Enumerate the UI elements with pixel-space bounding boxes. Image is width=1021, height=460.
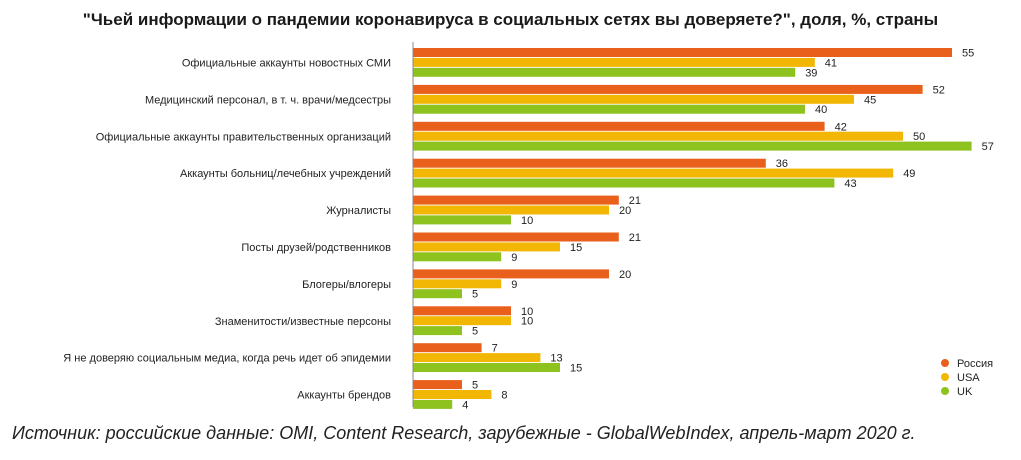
bar-usa — [413, 94, 854, 104]
category-label: Официальные аккаунты новостных СМИ — [182, 58, 391, 70]
legend-marker — [941, 387, 949, 395]
category-label: Блогеры/влогеры — [302, 279, 391, 291]
legend-marker — [941, 359, 949, 367]
bar-usa — [413, 168, 894, 178]
legend-label: UK — [957, 386, 973, 398]
bar-russia — [413, 380, 462, 390]
bar-usa — [413, 205, 609, 215]
bar-usa — [413, 279, 502, 289]
bar-russia — [413, 269, 609, 279]
legend-label: Россия — [957, 358, 993, 370]
category-label: Официальные аккаунты правительственных о… — [96, 131, 391, 143]
data-label: 7 — [492, 343, 498, 355]
data-label: 49 — [903, 168, 915, 180]
data-label: 5 — [472, 380, 478, 392]
data-label: 39 — [805, 67, 817, 79]
bars — [413, 48, 972, 409]
data-label: 10 — [521, 306, 533, 318]
data-label: 45 — [864, 94, 876, 106]
data-label: 52 — [933, 84, 945, 96]
bar-russia — [413, 306, 511, 316]
data-label: 40 — [815, 104, 827, 116]
bar-uk — [413, 67, 796, 77]
data-label: 21 — [629, 232, 641, 244]
data-label: 10 — [521, 316, 533, 328]
data-label: 8 — [501, 390, 507, 402]
data-label: 20 — [619, 205, 631, 217]
bar-usa — [413, 131, 903, 141]
bar-uk — [413, 399, 453, 409]
data-label: 13 — [550, 353, 562, 365]
bar-russia — [413, 232, 619, 242]
data-label: 10 — [521, 215, 533, 227]
data-label: 57 — [982, 141, 994, 153]
data-label: 20 — [619, 269, 631, 281]
bar-uk — [413, 363, 560, 372]
bar-usa — [413, 390, 492, 399]
data-label: 15 — [570, 363, 582, 375]
data-label: 43 — [844, 178, 856, 190]
category-label: Я не доверяю социальным медиа, когда реч… — [63, 353, 391, 365]
bar-russia — [413, 121, 825, 131]
category-label: Посты друзей/родственников — [241, 242, 391, 254]
bar-usa — [413, 353, 541, 363]
bar-russia — [413, 48, 952, 57]
bar-uk — [413, 252, 502, 262]
bar-russia — [413, 84, 923, 94]
bar-usa — [413, 316, 511, 326]
bar-uk — [413, 104, 805, 114]
bar-usa — [413, 242, 560, 252]
bar-uk — [413, 178, 835, 188]
data-label: 42 — [835, 121, 847, 133]
data-label: 15 — [570, 242, 582, 254]
bar-uk — [413, 141, 972, 151]
data-label: 9 — [511, 252, 517, 264]
legend-marker — [941, 373, 949, 381]
legend: Россия USA UK — [941, 358, 993, 398]
bar-uk — [413, 289, 462, 299]
bar-uk — [413, 326, 462, 336]
data-label: 55 — [962, 48, 974, 60]
category-label: Аккаунты больниц/лечебных учреждений — [180, 168, 391, 180]
category-label: Знаменитости/известные персоны — [215, 316, 391, 328]
legend-label: USA — [957, 372, 980, 384]
data-label: 5 — [472, 289, 478, 301]
chart-title: "Чьей информации о пандемии коронавируса… — [82, 10, 939, 29]
category-labels: Официальные аккаунты новостных СМИ Медици… — [63, 58, 391, 402]
data-label: 4 — [462, 399, 468, 411]
data-label: 36 — [776, 158, 788, 170]
data-label: 21 — [629, 195, 641, 207]
value-labels: 5541395245404250573649432120102115920951… — [462, 48, 994, 412]
bar-uk — [413, 215, 511, 225]
bar-usa — [413, 57, 815, 67]
source-note: Источник: российские данные: OMI, Conten… — [12, 423, 916, 443]
data-label: 41 — [825, 57, 837, 69]
data-label: 50 — [913, 131, 925, 143]
category-label: Аккаунты брендов — [297, 390, 391, 402]
data-label: 9 — [511, 279, 517, 291]
category-label: Журналисты — [326, 205, 391, 217]
bar-russia — [413, 158, 766, 168]
category-label: Медицинский персонал, в т. ч. врачи/медс… — [145, 94, 391, 106]
bar-russia — [413, 343, 482, 353]
data-label: 5 — [472, 326, 478, 338]
bar-russia — [413, 195, 619, 205]
